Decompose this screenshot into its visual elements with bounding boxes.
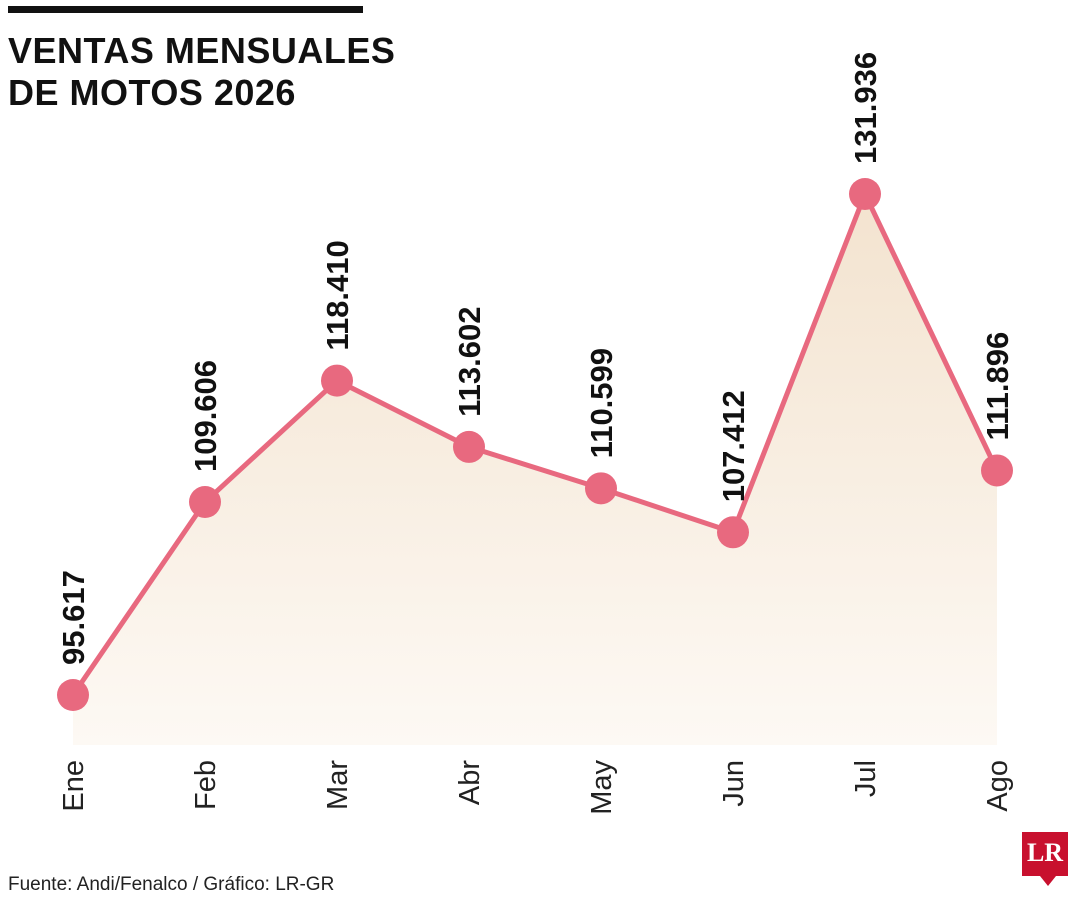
chart-title-line-1: VENTAS MENSUALES (8, 30, 396, 71)
x-tick-label-jun: Jun (718, 760, 750, 807)
data-label-may: 110.599 (584, 348, 619, 458)
data-label-ago: 111.896 (980, 332, 1015, 441)
data-label-mar: 118.410 (320, 240, 355, 350)
x-tick-label-abr: Abr (454, 760, 486, 805)
data-point-may (585, 472, 617, 505)
data-label-abr: 113.602 (452, 307, 487, 417)
data-point-ene (57, 679, 89, 711)
series-line (70, 191, 1000, 697)
data-label-jul: 131.936 (848, 52, 883, 164)
data-label-ene: 95.617 (56, 570, 91, 665)
data-point-abr (453, 430, 485, 463)
data-label-feb: 109.606 (188, 360, 223, 472)
data-point-ago (981, 454, 1013, 487)
data-point-jul (849, 178, 881, 210)
lr-logo-text: LR (1026, 838, 1064, 867)
x-tick-label-feb: Feb (190, 760, 222, 810)
x-tick-label-ene: Ene (58, 760, 90, 812)
x-tick-label-may: May (586, 760, 618, 815)
x-tick-label-jul: Jul (850, 760, 882, 797)
lr-logo: LR (1022, 832, 1068, 886)
data-point-mar (321, 364, 353, 397)
top-rule (8, 6, 363, 13)
chart-title-line-2: DE MOTOS 2026 (8, 72, 296, 113)
data-point-jun (717, 516, 749, 549)
source-note: Fuente: Andi/Fenalco / Gráfico: LR-GR (8, 874, 335, 895)
chart-title: VENTAS MENSUALES DE MOTOS 2026 (8, 30, 428, 114)
data-point-feb (189, 486, 221, 519)
x-tick-label-ago: Ago (982, 760, 1014, 812)
data-label-jun: 107.412 (716, 390, 751, 502)
x-tick-label-mar: Mar (322, 760, 354, 810)
